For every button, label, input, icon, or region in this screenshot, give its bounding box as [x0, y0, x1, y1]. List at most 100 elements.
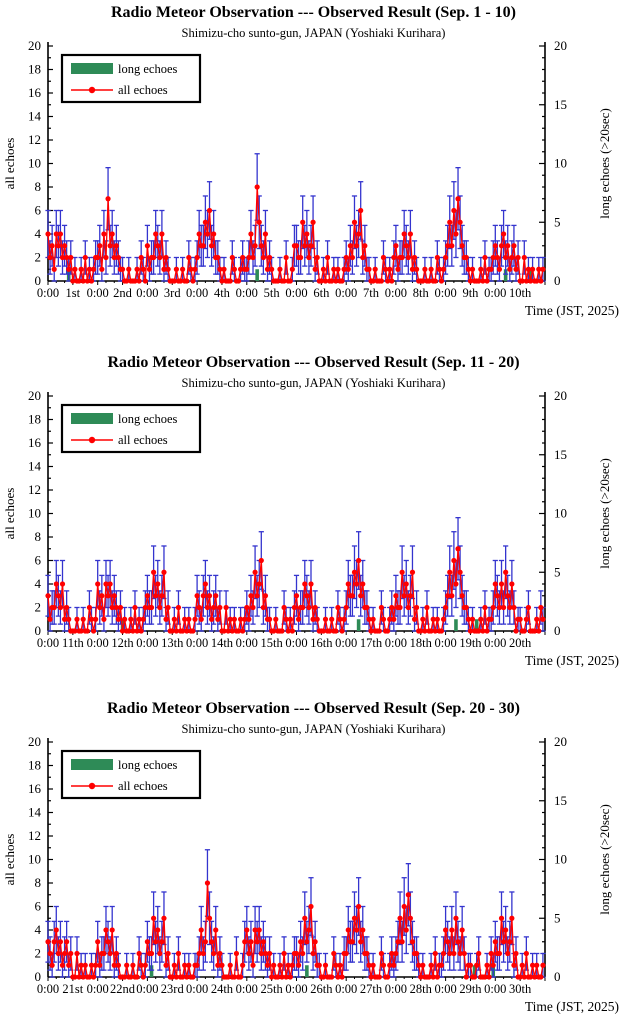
svg-text:8: 8	[35, 529, 42, 544]
svg-text:6: 6	[35, 553, 42, 568]
svg-text:17th: 17th	[360, 636, 383, 650]
svg-text:10: 10	[554, 506, 567, 521]
svg-text:0:00: 0:00	[484, 286, 506, 300]
svg-text:0:00: 0:00	[37, 982, 59, 996]
svg-text:15: 15	[554, 447, 567, 462]
svg-text:0:00: 0:00	[285, 286, 307, 300]
svg-text:10: 10	[28, 156, 41, 171]
svg-text:8: 8	[35, 179, 42, 194]
svg-text:0:00: 0:00	[385, 286, 407, 300]
svg-text:15th: 15th	[261, 636, 284, 650]
svg-text:long echoes: long echoes	[118, 62, 177, 76]
svg-text:0:00: 0:00	[434, 636, 456, 650]
svg-text:0: 0	[554, 273, 561, 288]
svg-text:0: 0	[35, 273, 42, 288]
svg-text:0:00: 0:00	[285, 636, 307, 650]
svg-text:30th: 30th	[509, 982, 532, 996]
svg-text:12: 12	[28, 482, 41, 497]
svg-text:6: 6	[35, 203, 42, 218]
svg-text:28th: 28th	[410, 982, 433, 996]
svg-text:5th: 5th	[264, 286, 281, 300]
svg-text:0:00: 0:00	[484, 982, 506, 996]
svg-text:22nd: 22nd	[110, 982, 136, 996]
svg-text:24th: 24th	[211, 982, 234, 996]
chart-subtitle: Shimizu-cho sunto-gun, JAPAN (Yoshiaki K…	[181, 722, 446, 736]
svg-text:26th: 26th	[310, 982, 333, 996]
svg-text:20: 20	[28, 734, 41, 749]
svg-text:14: 14	[28, 459, 42, 474]
chart-section-sep-1-10: Radio Meteor Observation --- Observed Re…	[0, 0, 627, 340]
svg-text:18th: 18th	[410, 636, 433, 650]
svg-text:10: 10	[554, 852, 567, 867]
svg-text:20: 20	[28, 38, 41, 53]
svg-text:0:00: 0:00	[335, 286, 357, 300]
svg-text:0: 0	[35, 623, 42, 638]
svg-text:0:00: 0:00	[87, 982, 109, 996]
svg-text:10: 10	[554, 156, 567, 171]
svg-text:0:00: 0:00	[434, 982, 456, 996]
svg-text:21st: 21st	[62, 982, 83, 996]
chart-subtitle: Shimizu-cho sunto-gun, JAPAN (Yoshiaki K…	[181, 376, 446, 390]
svg-text:20: 20	[554, 734, 567, 749]
svg-text:16: 16	[28, 85, 42, 100]
svg-text:4: 4	[35, 226, 42, 241]
svg-text:0:00: 0:00	[236, 636, 258, 650]
svg-text:15: 15	[554, 97, 567, 112]
svg-text:0: 0	[35, 969, 42, 984]
svg-text:8: 8	[35, 875, 42, 890]
svg-text:10th: 10th	[509, 286, 532, 300]
svg-text:all echoes: all echoes	[2, 488, 17, 540]
svg-text:5: 5	[554, 214, 561, 229]
svg-text:8th: 8th	[413, 286, 430, 300]
svg-text:3rd: 3rd	[164, 286, 181, 300]
svg-text:18: 18	[28, 62, 41, 77]
svg-text:4: 4	[35, 576, 42, 591]
svg-text:10: 10	[28, 506, 41, 521]
svg-text:0:00: 0:00	[136, 636, 158, 650]
svg-text:2: 2	[35, 600, 42, 615]
svg-text:12: 12	[28, 132, 41, 147]
svg-text:4th: 4th	[214, 286, 231, 300]
svg-text:0:00: 0:00	[434, 286, 456, 300]
svg-text:14: 14	[28, 805, 42, 820]
svg-text:6: 6	[35, 899, 42, 914]
svg-text:2: 2	[35, 250, 42, 265]
svg-text:0:00: 0:00	[335, 982, 357, 996]
svg-text:all echoes: all echoes	[118, 83, 168, 97]
svg-text:long echoes: long echoes	[118, 412, 177, 426]
x-axis-caption: Time (JST, 2025)	[524, 653, 619, 668]
svg-text:0:00: 0:00	[87, 636, 109, 650]
svg-text:14th: 14th	[211, 636, 234, 650]
svg-text:0:00: 0:00	[186, 286, 208, 300]
svg-text:0:00: 0:00	[87, 286, 109, 300]
svg-text:13th: 13th	[161, 636, 184, 650]
svg-text:27th: 27th	[360, 982, 383, 996]
svg-text:0:00: 0:00	[37, 636, 59, 650]
svg-text:7th: 7th	[363, 286, 380, 300]
svg-text:12: 12	[28, 828, 41, 843]
svg-text:0:00: 0:00	[335, 636, 357, 650]
svg-text:5: 5	[554, 564, 561, 579]
svg-text:all echoes: all echoes	[118, 779, 168, 793]
svg-text:9th: 9th	[462, 286, 479, 300]
svg-text:0:00: 0:00	[236, 982, 258, 996]
svg-text:29th: 29th	[459, 982, 482, 996]
svg-text:all echoes: all echoes	[2, 834, 17, 886]
svg-text:20th: 20th	[509, 636, 532, 650]
svg-text:0:00: 0:00	[136, 982, 158, 996]
svg-text:0:00: 0:00	[385, 982, 407, 996]
svg-text:4: 4	[35, 922, 42, 937]
svg-text:20: 20	[28, 388, 41, 403]
svg-text:0:00: 0:00	[186, 636, 208, 650]
svg-text:25th: 25th	[261, 982, 284, 996]
svg-text:5: 5	[554, 910, 561, 925]
chart-section-sep-11-20: Radio Meteor Observation --- Observed Re…	[0, 350, 627, 690]
svg-text:15: 15	[554, 793, 567, 808]
chart-section-sep-20-30: Radio Meteor Observation --- Observed Re…	[0, 696, 627, 1024]
chart-subtitle: Shimizu-cho sunto-gun, JAPAN (Yoshiaki K…	[181, 26, 446, 40]
svg-text:2: 2	[35, 946, 42, 961]
